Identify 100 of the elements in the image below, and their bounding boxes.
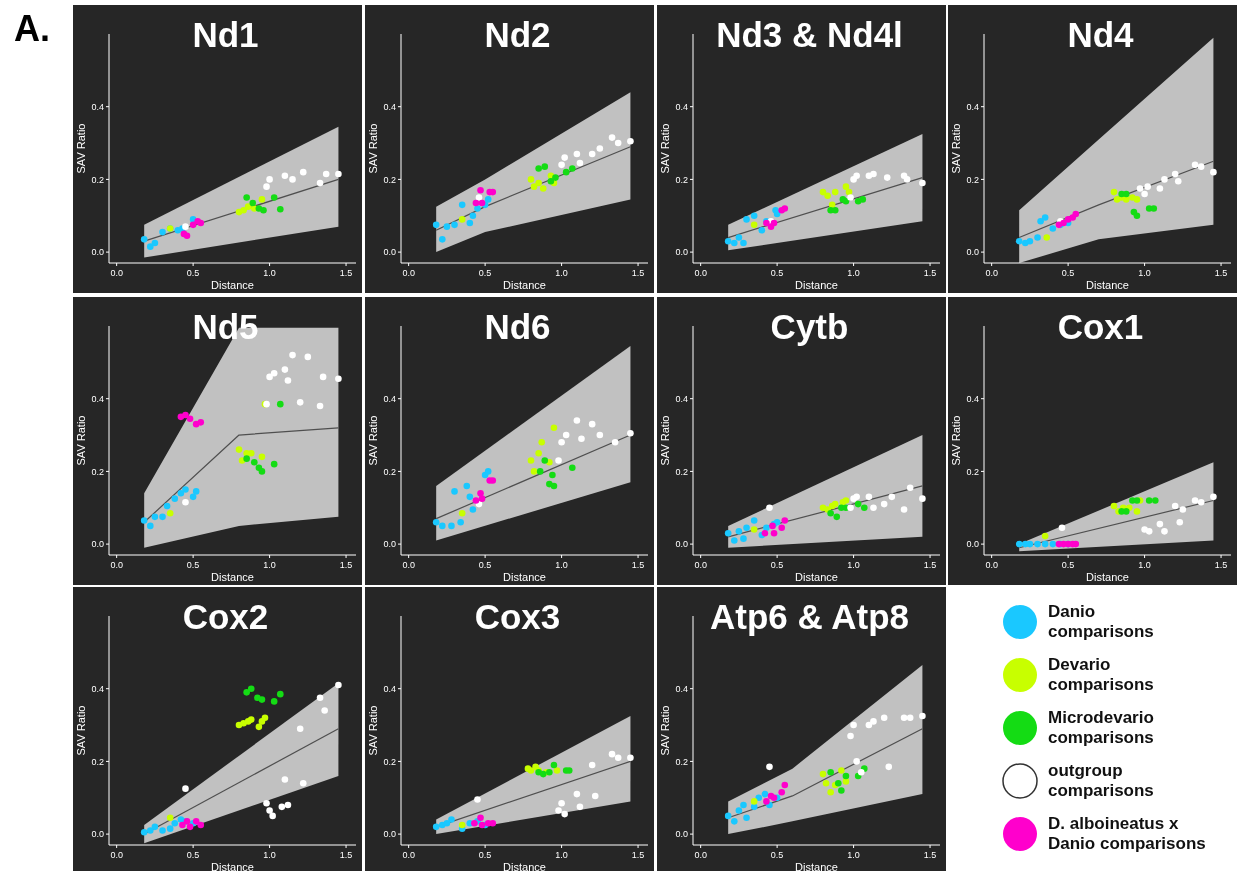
point: [1110, 188, 1118, 196]
point: [860, 504, 868, 512]
point: [730, 537, 738, 544]
point: [281, 776, 289, 783]
point: [140, 828, 148, 836]
point: [859, 196, 867, 203]
point: [750, 221, 758, 229]
point: [755, 794, 763, 802]
point: [319, 373, 327, 381]
point: [880, 714, 888, 722]
y-tick-label: 0.0: [966, 539, 979, 550]
point: [281, 366, 289, 373]
point: [1174, 177, 1182, 185]
point: [177, 489, 185, 497]
point: [316, 402, 324, 410]
point: [197, 821, 205, 829]
point: [182, 785, 189, 792]
point: [850, 721, 857, 729]
point: [730, 818, 738, 825]
point: [539, 770, 547, 778]
x-tick-label: 1.5: [923, 850, 937, 860]
point: [458, 509, 466, 517]
point: [763, 798, 770, 805]
point: [276, 205, 284, 213]
point: [266, 176, 273, 183]
x-tick-label: 0.0: [110, 268, 123, 278]
point: [550, 761, 558, 769]
point: [159, 228, 166, 236]
x-tick-label: 0.5: [478, 850, 492, 860]
point: [451, 221, 458, 229]
x-tick-label: 0.0: [110, 560, 123, 570]
point: [1161, 176, 1168, 183]
point: [1041, 540, 1049, 548]
x-tick-label: 1.5: [1214, 268, 1228, 278]
point: [1171, 502, 1179, 510]
point: [1161, 528, 1168, 535]
point: [186, 823, 194, 831]
chart-title: Nd1: [192, 15, 259, 54]
point: [316, 694, 324, 702]
point: [438, 236, 446, 243]
x-tick-label: 0.5: [770, 268, 784, 278]
point: [608, 750, 616, 758]
chart-title: Nd4: [1067, 15, 1135, 54]
point: [432, 823, 440, 831]
point: [596, 145, 604, 152]
x-axis-title: Distance: [211, 279, 254, 291]
point: [247, 685, 255, 692]
x-axis-title: Distance: [503, 279, 546, 291]
x-axis-title: Distance: [1086, 279, 1129, 291]
point: [1015, 237, 1023, 245]
point: [735, 234, 743, 241]
point: [151, 239, 159, 247]
x-tick-label: 1.0: [555, 560, 568, 570]
point: [1058, 524, 1066, 532]
point: [1049, 225, 1057, 232]
point: [527, 457, 535, 464]
point: [596, 431, 604, 439]
point: [182, 498, 189, 506]
legend-label: Devario comparisons: [1048, 655, 1154, 694]
y-tick-label: 0.2: [383, 466, 396, 477]
point: [299, 779, 307, 787]
x-tick-label: 0.5: [770, 560, 784, 570]
point: [555, 457, 562, 464]
y-tick-label: 0.4: [966, 101, 979, 112]
y-axis-title: SAV Ratio: [367, 415, 379, 466]
point: [1041, 214, 1049, 221]
x-tick-label: 1.5: [1214, 560, 1228, 570]
point: [568, 165, 576, 172]
x-tick-label: 0.5: [1061, 268, 1075, 278]
x-axis-title: Distance: [795, 861, 838, 871]
point: [773, 210, 781, 218]
x-tick-label: 1.5: [631, 560, 645, 570]
point: [750, 798, 758, 805]
x-tick-label: 1.0: [847, 850, 860, 860]
point: [249, 199, 257, 207]
point: [870, 170, 877, 178]
point: [1049, 540, 1057, 548]
point: [588, 420, 596, 428]
point: [1141, 190, 1148, 198]
point: [1026, 540, 1034, 548]
point: [438, 522, 446, 530]
point: [550, 424, 558, 432]
x-tick-label: 1.5: [631, 268, 645, 278]
point: [284, 801, 292, 809]
point: [321, 707, 328, 714]
point: [750, 517, 758, 524]
x-tick-label: 0.0: [694, 850, 707, 860]
point: [842, 772, 850, 780]
x-tick-label: 1.0: [847, 560, 860, 570]
point: [278, 803, 286, 811]
chart-title: Cox1: [1057, 307, 1144, 346]
point: [1110, 502, 1118, 510]
x-tick-label: 1.5: [923, 560, 937, 570]
point: [151, 823, 159, 831]
point: [740, 801, 747, 809]
point: [443, 819, 451, 827]
point: [263, 183, 270, 190]
point: [766, 504, 773, 512]
point: [573, 790, 581, 798]
point: [463, 482, 471, 490]
